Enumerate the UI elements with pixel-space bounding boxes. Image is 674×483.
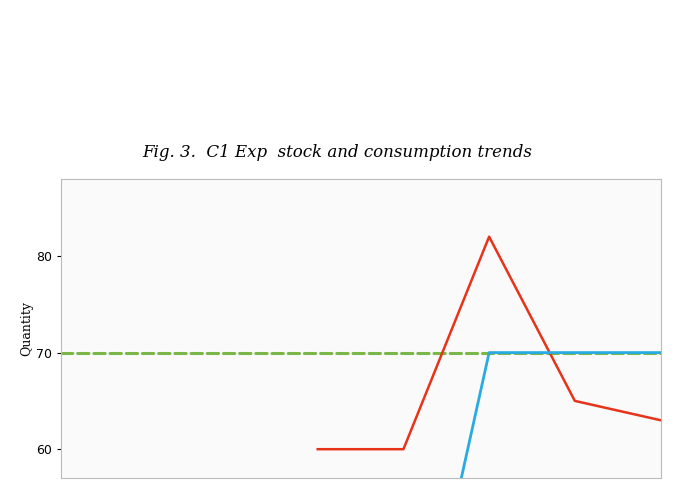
Y-axis label: Quantity: Quantity [20,301,33,356]
Text: Fig. 3.  C1 Exp  stock and consumption trends: Fig. 3. C1 Exp stock and consumption tre… [142,143,532,161]
